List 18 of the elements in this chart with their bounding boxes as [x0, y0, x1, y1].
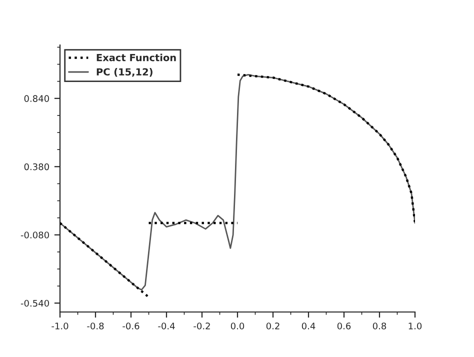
y-tick-label: 0.380	[24, 163, 49, 170]
x-tick-label: 1.0	[408, 322, 422, 330]
line-series	[236, 74, 415, 224]
x-tick-label: -0.8	[87, 322, 104, 330]
legend-label: Exact Function	[96, 54, 176, 62]
x-tick-label: 0.0	[230, 322, 244, 330]
x-tick-label: 0.4	[302, 322, 316, 330]
x-tick-label: -1.0	[52, 322, 68, 330]
legend-label: PC (15,12)	[96, 68, 152, 77]
x-tick-label: 0.8	[372, 322, 386, 330]
y-tick-label: -0.540	[20, 300, 49, 307]
y-tick-label: 0.840	[24, 95, 49, 102]
x-tick-label: -0.6	[122, 322, 140, 330]
x-tick-label: 0.6	[337, 322, 351, 330]
y-tick-label: -0.080	[20, 232, 49, 238]
x-tick-label: -0.4	[158, 322, 175, 330]
x-tick-label: -0.2	[194, 322, 210, 330]
x-tick-label: 0.2	[266, 322, 280, 330]
